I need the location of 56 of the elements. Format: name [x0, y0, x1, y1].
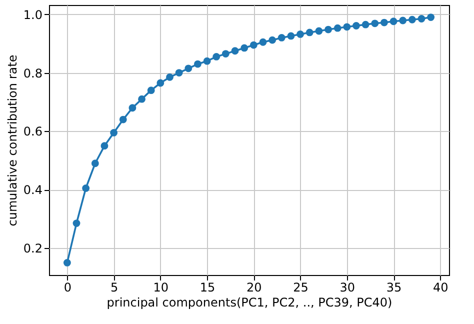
point — [352, 22, 360, 30]
point — [250, 41, 258, 49]
point — [259, 38, 267, 46]
y-tick-label: 0.6 — [23, 124, 42, 139]
x-tick-label: 10 — [153, 280, 169, 294]
point — [175, 69, 183, 76]
point — [296, 30, 304, 38]
point — [278, 34, 286, 42]
point — [72, 220, 80, 227]
x-tick-label: 25 — [293, 280, 308, 294]
point — [91, 160, 99, 168]
point — [408, 16, 416, 24]
x-tick-label: 35 — [386, 280, 402, 294]
y-tick-label: 0.2 — [23, 242, 42, 256]
point — [82, 184, 90, 192]
x-tick-label: 30 — [340, 280, 356, 294]
point — [240, 44, 248, 52]
x-axis-title: principal components(PC1, PC2, .., PC39, PC40) — [106, 296, 392, 310]
point — [427, 14, 435, 21]
point — [371, 20, 379, 28]
x-tick-label: 40 — [433, 280, 448, 294]
point — [399, 16, 407, 24]
point — [324, 26, 332, 34]
point — [119, 116, 127, 124]
point — [212, 53, 220, 60]
point — [222, 50, 230, 58]
y-tick-label: 0.8 — [23, 66, 42, 80]
point — [128, 104, 136, 112]
point — [306, 28, 314, 36]
point — [194, 60, 202, 68]
x-tick-label: 15 — [200, 280, 216, 294]
x-tick-label: 0 — [64, 280, 72, 294]
point — [268, 36, 276, 44]
point — [334, 24, 342, 32]
y-axis-title: cumulative contribution rate — [5, 54, 20, 226]
point — [156, 79, 164, 87]
point — [287, 32, 295, 40]
point — [362, 20, 370, 28]
point — [390, 18, 398, 26]
x-tick-label: 20 — [246, 280, 262, 294]
point — [110, 128, 118, 136]
point — [203, 57, 211, 65]
point — [138, 95, 146, 103]
point — [418, 15, 426, 22]
point — [315, 27, 323, 35]
y-tick-label: 1.0 — [23, 8, 42, 22]
point — [100, 142, 108, 150]
x-tick-label: 5 — [110, 280, 118, 294]
point — [63, 259, 71, 266]
point — [343, 23, 351, 31]
point — [380, 18, 388, 26]
point — [184, 64, 192, 72]
point — [147, 86, 155, 94]
point — [166, 73, 174, 81]
y-tick-label: 0.4 — [23, 183, 42, 198]
point — [231, 47, 239, 55]
